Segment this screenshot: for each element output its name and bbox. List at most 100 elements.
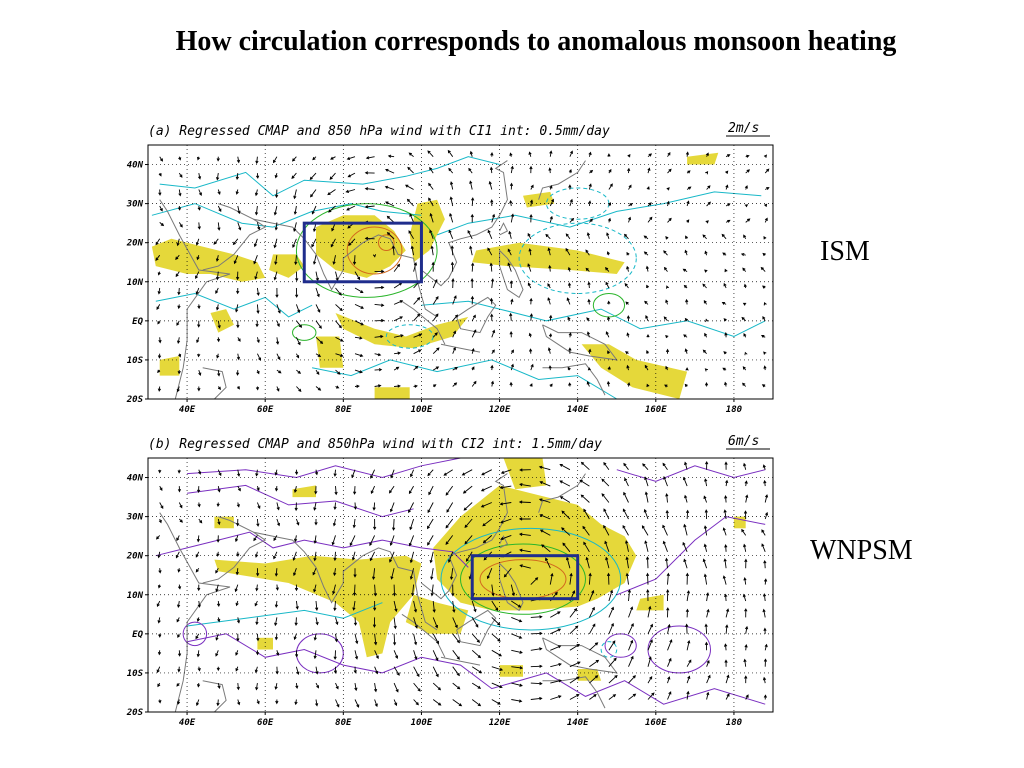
- wind-vector: [314, 519, 318, 526]
- wind-vector: [373, 600, 377, 611]
- wind-vector: [236, 320, 240, 329]
- wind-vector: [471, 666, 483, 674]
- wind-vector: [335, 353, 344, 358]
- map-a-svg: (a) Regressed CMAP and 850 hPa wind with…: [126, 121, 774, 412]
- wind-vector: [176, 617, 180, 623]
- wind-vector: [274, 683, 278, 690]
- wind-vector: [763, 627, 767, 634]
- wind-vector: [742, 366, 747, 371]
- wind-vector: [683, 523, 688, 536]
- wind-vector: [625, 351, 629, 355]
- wind-vector: [177, 304, 181, 310]
- shaded-region: [374, 387, 410, 399]
- wind-vector: [374, 368, 383, 372]
- wind-vector: [452, 382, 458, 387]
- wind-vector: [176, 337, 181, 345]
- wind-vector: [585, 556, 590, 569]
- wind-vector: [646, 383, 650, 388]
- wind-vector: [253, 255, 258, 265]
- wind-vector: [643, 235, 649, 240]
- wind-vector: [684, 494, 688, 503]
- wind-vector: [158, 189, 162, 196]
- wind-vector: [274, 486, 279, 492]
- panel-a-frame: [147, 144, 774, 400]
- wind-vector: [762, 676, 767, 684]
- wind-vector: [254, 205, 259, 216]
- coastline: [253, 531, 438, 631]
- wind-vector: [559, 463, 571, 471]
- wind-vector: [482, 518, 493, 527]
- wind-vector: [236, 551, 240, 557]
- wind-vector: [313, 502, 317, 511]
- wind-vector: [643, 508, 649, 520]
- wind-vector: [663, 476, 668, 487]
- wind-vector: [276, 369, 282, 374]
- wind-vector: [253, 535, 258, 542]
- wind-vector: [256, 502, 261, 510]
- wind-vector: [645, 265, 649, 272]
- wind-vector: [625, 556, 629, 569]
- wind-vector: [530, 647, 543, 651]
- wind-vector: [176, 699, 181, 705]
- wind-vector: [626, 364, 630, 371]
- wind-vector: [196, 650, 200, 658]
- coastline: [456, 609, 497, 647]
- wind-vector: [255, 650, 260, 656]
- wind-vector: [176, 386, 180, 393]
- wind-vector: [347, 172, 356, 178]
- wind-vector: [413, 682, 421, 692]
- wind-vector: [407, 166, 414, 174]
- wind-vector: [723, 558, 727, 569]
- wind-vector: [549, 184, 553, 190]
- wind-vector: [387, 154, 395, 158]
- wind-vector: [291, 156, 297, 162]
- wind-vector: [471, 600, 477, 613]
- wind-vector: [666, 187, 670, 191]
- wind-vector: [445, 535, 454, 545]
- wind-vector: [743, 283, 747, 289]
- wind-vector: [237, 699, 241, 706]
- wind-vector: [704, 269, 708, 273]
- wind-vector: [764, 203, 768, 207]
- wind-vector: [217, 469, 222, 477]
- lat-tick-label: 10N: [127, 591, 144, 601]
- wind-vector: [354, 271, 361, 281]
- wind-vector: [567, 266, 571, 272]
- coastline: [499, 563, 524, 612]
- wind-vector: [236, 518, 240, 527]
- wind-vector: [413, 296, 421, 305]
- wind-vector: [682, 268, 688, 272]
- wind-vector: [314, 469, 319, 476]
- wind-vector: [509, 381, 513, 387]
- wind-vector: [335, 699, 340, 708]
- wind-vector: [254, 666, 258, 674]
- wind-vector: [482, 535, 493, 544]
- wind-vector: [430, 245, 434, 256]
- wind-vector: [511, 699, 523, 703]
- contour-line: [346, 226, 403, 275]
- wind-vector: [548, 264, 552, 272]
- wind-vector: [662, 540, 668, 552]
- wind-vector: [215, 650, 219, 657]
- wind-vector: [491, 329, 496, 338]
- wind-vector: [255, 683, 259, 691]
- wind-vector: [667, 691, 672, 700]
- wind-vector: [295, 304, 301, 314]
- wind-vector: [511, 633, 523, 639]
- wind-vector: [352, 255, 357, 266]
- wind-vector: [569, 694, 580, 700]
- wind-vector: [507, 262, 512, 272]
- wind-vector: [725, 624, 729, 634]
- wind-vector: [740, 253, 746, 257]
- wind-vector: [274, 172, 278, 179]
- wind-vector: [547, 297, 551, 305]
- wind-vector: [559, 480, 571, 487]
- wind-vector: [490, 152, 494, 157]
- wind-vector: [586, 232, 591, 239]
- wind-vector: [569, 644, 581, 651]
- panel-b-wind-vectors: [155, 460, 769, 708]
- wind-vector: [452, 330, 457, 338]
- wind-vector: [604, 266, 610, 272]
- wind-vector: [443, 469, 453, 476]
- contour-line: [600, 641, 618, 658]
